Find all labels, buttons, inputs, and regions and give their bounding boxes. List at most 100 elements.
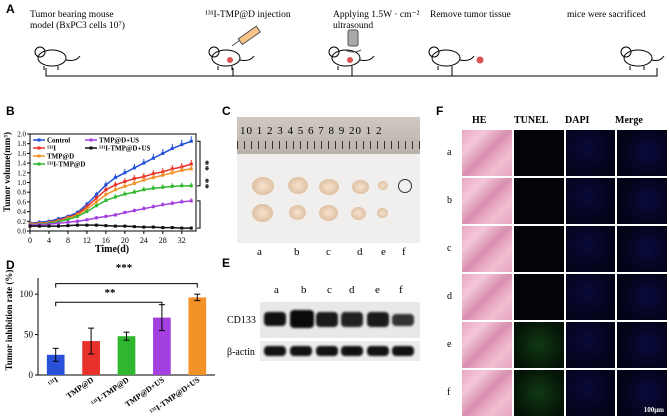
data-point — [85, 210, 89, 214]
mouse-icon-3 — [328, 46, 375, 70]
data-point — [170, 184, 174, 188]
data-point — [142, 188, 146, 192]
row-label-f: f — [447, 387, 451, 398]
col-header-he: HE — [472, 115, 487, 126]
data-point — [66, 224, 70, 228]
actin-blot — [260, 341, 420, 361]
series-line — [29, 163, 192, 225]
histology-image-c-merge — [616, 225, 668, 273]
data-point — [170, 201, 174, 205]
panel-f-label: F — [436, 104, 444, 118]
y-tick-label: 1.0 — [17, 179, 26, 187]
legend-label: ¹³¹I-TMP@D+US — [99, 145, 151, 153]
data-point — [180, 143, 184, 147]
col-header-merge: Merge — [615, 115, 643, 126]
histology-image-b-tunel — [512, 177, 565, 225]
series-line — [29, 140, 192, 224]
data-point — [142, 161, 146, 165]
chart-b-sig-2: ** — [199, 178, 211, 190]
data-point — [180, 226, 184, 230]
data-point — [151, 176, 155, 180]
data-point — [94, 223, 98, 227]
data-point — [75, 219, 79, 223]
data-point — [123, 211, 127, 215]
data-point — [123, 171, 127, 175]
x-tick-label: 16 — [102, 236, 110, 245]
lane-label-d: d — [349, 284, 355, 296]
data-point — [161, 173, 165, 177]
step-5-line1: mice were sacrificed — [567, 10, 646, 20]
data-point — [113, 176, 117, 180]
panel-e-label: E — [222, 256, 231, 270]
row-label-c: c — [447, 243, 452, 254]
data-point — [189, 162, 193, 166]
y-tick-label: 50 — [24, 330, 34, 340]
tumor-sample — [319, 179, 339, 195]
tumor-sample — [378, 181, 388, 190]
data-point — [132, 225, 136, 229]
bar — [188, 297, 207, 375]
data-point — [180, 184, 184, 188]
data-point — [85, 223, 89, 227]
scale-bar-label: 100μm — [643, 406, 664, 414]
data-point — [151, 172, 155, 176]
data-point — [161, 226, 165, 230]
data-point — [142, 225, 146, 229]
data-point — [47, 224, 51, 228]
step-3-line2: ultrasound — [333, 21, 374, 31]
tumor-sample — [252, 204, 273, 222]
data-point — [47, 222, 51, 226]
histology-image-a-tunel — [512, 129, 565, 177]
series-line — [30, 224, 192, 229]
panel-a-label: A — [6, 2, 15, 16]
data-point — [66, 217, 70, 221]
data-point — [151, 205, 155, 209]
lane-label-c: c — [327, 284, 332, 296]
row-label-d: d — [447, 291, 452, 302]
chart-b-xlabel: Time(d) — [95, 244, 129, 254]
sig-bracket — [197, 200, 201, 229]
step-2-line1: ¹³¹I-TMP@D injection — [205, 10, 291, 20]
legend-marker — [37, 154, 41, 158]
y-tick-label: 0.8 — [17, 189, 26, 197]
tumor-sample — [351, 207, 366, 220]
ruler-text: 10 1 2 3 4 5 6 7 8 9 20 1 2 — [240, 125, 383, 137]
chart-b-sig-1: ** — [199, 160, 211, 172]
x-tick-label: 0 — [28, 236, 32, 245]
data-point — [28, 224, 32, 228]
cd133-blot — [260, 302, 420, 338]
sig-bracket — [55, 283, 198, 288]
data-point — [189, 199, 193, 203]
legend-label: TMP@D — [47, 153, 74, 161]
tumor-photo: 10 1 2 3 4 5 6 7 8 9 20 1 2 — [237, 117, 420, 243]
row-label-e: e — [447, 339, 452, 350]
group-label-b: b — [294, 246, 300, 258]
chart-b-ylabel: Tumor volume(mm³) — [2, 132, 12, 212]
data-point — [56, 224, 60, 228]
tumor-sample — [319, 205, 338, 221]
data-point — [189, 184, 193, 188]
histology-image-f-merge — [616, 369, 668, 417]
histology-row-labels: a b c d e f — [447, 129, 459, 417]
data-point — [132, 190, 136, 194]
y-tick-label: 0.0 — [17, 228, 26, 236]
x-tick-label: 4 — [47, 236, 51, 245]
group-label-c: c — [326, 246, 331, 258]
data-point — [161, 151, 165, 155]
step-1-line1: Tumor bearing mouse — [30, 10, 114, 20]
y-tick-label: 0.4 — [17, 208, 26, 216]
data-point — [104, 188, 108, 192]
tumor-sample — [289, 205, 306, 220]
chart-d-ylabel: Tumor inhibition rate (%) — [4, 270, 14, 371]
data-point — [123, 184, 127, 188]
step-1-text: Tumor bearing mouse model (BxPC3 cells 1… — [30, 10, 125, 32]
step-3-text: Applying 1.5W · cm⁻² ultrasound — [333, 10, 419, 32]
group-label-a: a — [257, 246, 262, 258]
data-point — [132, 209, 136, 213]
histology-image-e-tunel — [512, 321, 565, 369]
histology-image-b-he — [461, 177, 513, 225]
histology-image-a-dapi — [564, 129, 617, 177]
ruler: 10 1 2 3 4 5 6 7 8 9 20 1 2 — [237, 117, 420, 154]
blot-label-actin: β-actin — [227, 347, 255, 358]
row-label-a: a — [447, 147, 452, 158]
